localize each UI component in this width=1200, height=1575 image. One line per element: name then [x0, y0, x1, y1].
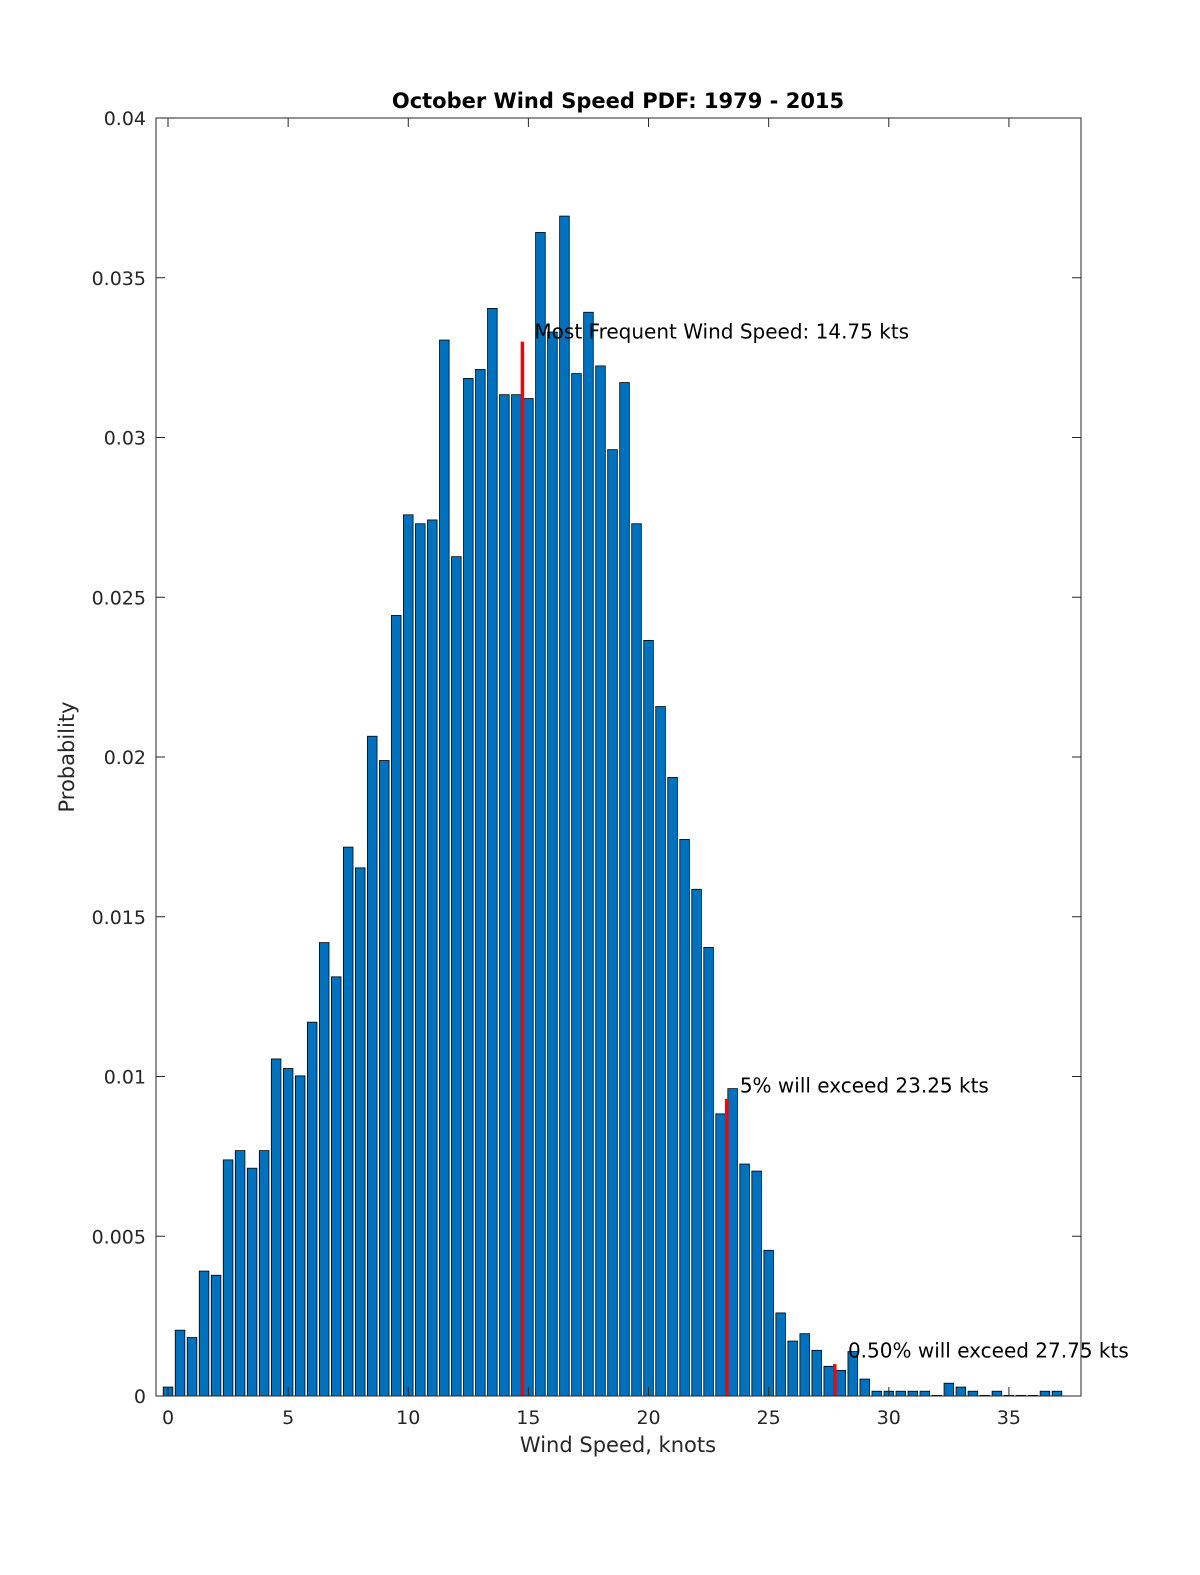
bar — [859, 1378, 870, 1397]
bar — [1039, 1390, 1051, 1397]
threshold-annotation: 0.50% will exceed 27.75 kts — [848, 1339, 1129, 1363]
bar — [607, 449, 618, 1397]
bar — [487, 308, 498, 1397]
x-tick-label: 15 — [516, 1407, 540, 1429]
bar — [679, 839, 690, 1397]
x-tick-label: 25 — [757, 1407, 781, 1429]
x-axis-label: Wind Speed, knots — [520, 1433, 716, 1457]
threshold-annotation: 5% will exceed 23.25 kts — [740, 1073, 989, 1097]
bar — [282, 1068, 294, 1397]
bar — [246, 1167, 258, 1397]
bar — [919, 1390, 931, 1397]
bar — [234, 1150, 246, 1397]
bar — [1051, 1390, 1063, 1397]
bar — [439, 339, 450, 1397]
y-tick-label: 0.025 — [92, 587, 146, 609]
y-tick-label: 0.015 — [92, 907, 146, 929]
bar — [547, 331, 558, 1397]
threshold-markers-group: Most Frequent Wind Speed: 14.75 kts 5% wi… — [520, 319, 1129, 1396]
y-axis-label: Probability — [55, 701, 79, 812]
y-tick-label: 0.01 — [104, 1067, 146, 1089]
bar — [270, 1058, 282, 1397]
bar — [222, 1159, 234, 1397]
x-tick-label: 20 — [636, 1407, 660, 1429]
bar — [643, 639, 654, 1397]
bar — [595, 365, 606, 1397]
bar — [967, 1390, 979, 1397]
bar — [811, 1349, 822, 1397]
bar — [631, 523, 642, 1397]
x-tick-label: 30 — [877, 1407, 901, 1429]
bar — [823, 1365, 834, 1397]
bar — [523, 398, 534, 1397]
bar — [715, 1113, 726, 1397]
bar — [415, 523, 426, 1397]
bar — [955, 1386, 967, 1397]
bar — [703, 947, 714, 1397]
bar — [775, 1312, 786, 1397]
bar — [739, 1163, 750, 1397]
bar — [907, 1390, 919, 1397]
chart-title: October Wind Speed PDF: 1979 - 2015 — [392, 89, 844, 113]
bar — [835, 1370, 846, 1397]
y-tick-label: 0 — [134, 1386, 146, 1408]
threshold-annotation: Most Frequent Wind Speed: 14.75 kts — [534, 319, 909, 343]
y-axis-ticks: 0 0.005 0.01 0.015 0.02 0.025 0.03 0.035 0.04 — [92, 108, 1081, 1408]
bar — [294, 1075, 306, 1397]
bar — [403, 514, 414, 1397]
bar — [871, 1390, 882, 1397]
bar — [667, 777, 678, 1397]
bar — [342, 846, 354, 1397]
bar — [391, 615, 402, 1397]
bar — [174, 1329, 186, 1397]
bar — [186, 1337, 198, 1397]
bar — [799, 1333, 810, 1397]
bar — [367, 735, 378, 1397]
bar — [511, 394, 522, 1397]
bar — [943, 1382, 955, 1397]
y-tick-label: 0.035 — [92, 268, 146, 290]
bar — [583, 311, 594, 1397]
bar — [463, 377, 474, 1397]
bar — [559, 215, 570, 1397]
bar — [571, 373, 582, 1397]
bar — [787, 1340, 798, 1397]
y-tick-label: 0.005 — [92, 1226, 146, 1248]
bar — [751, 1170, 762, 1397]
plot-area — [156, 118, 1081, 1396]
bar — [895, 1390, 907, 1397]
bar — [258, 1150, 270, 1397]
bar — [306, 1021, 318, 1397]
bar — [427, 519, 438, 1397]
bar — [451, 556, 462, 1397]
bar — [198, 1270, 210, 1397]
x-axis-ticks: 0 5 10 15 20 25 30 35 — [162, 118, 1021, 1429]
bar — [330, 976, 342, 1397]
x-tick-label: 5 — [282, 1407, 294, 1429]
bar — [355, 867, 366, 1397]
x-tick-label: 10 — [396, 1407, 420, 1429]
x-tick-label: 0 — [162, 1407, 174, 1429]
bar — [991, 1390, 1003, 1397]
bar — [691, 888, 702, 1397]
bar — [655, 706, 666, 1397]
bar — [727, 1088, 738, 1397]
bar — [619, 382, 630, 1397]
bar — [210, 1274, 222, 1397]
y-tick-label: 0.04 — [104, 108, 146, 130]
bar — [499, 394, 510, 1397]
y-tick-label: 0.03 — [104, 428, 146, 450]
x-tick-label: 35 — [997, 1407, 1021, 1429]
bar — [535, 231, 546, 1397]
bar — [475, 369, 486, 1397]
bar — [763, 1249, 774, 1397]
bar — [379, 760, 390, 1397]
y-tick-label: 0.02 — [104, 747, 146, 769]
bar — [318, 942, 330, 1397]
